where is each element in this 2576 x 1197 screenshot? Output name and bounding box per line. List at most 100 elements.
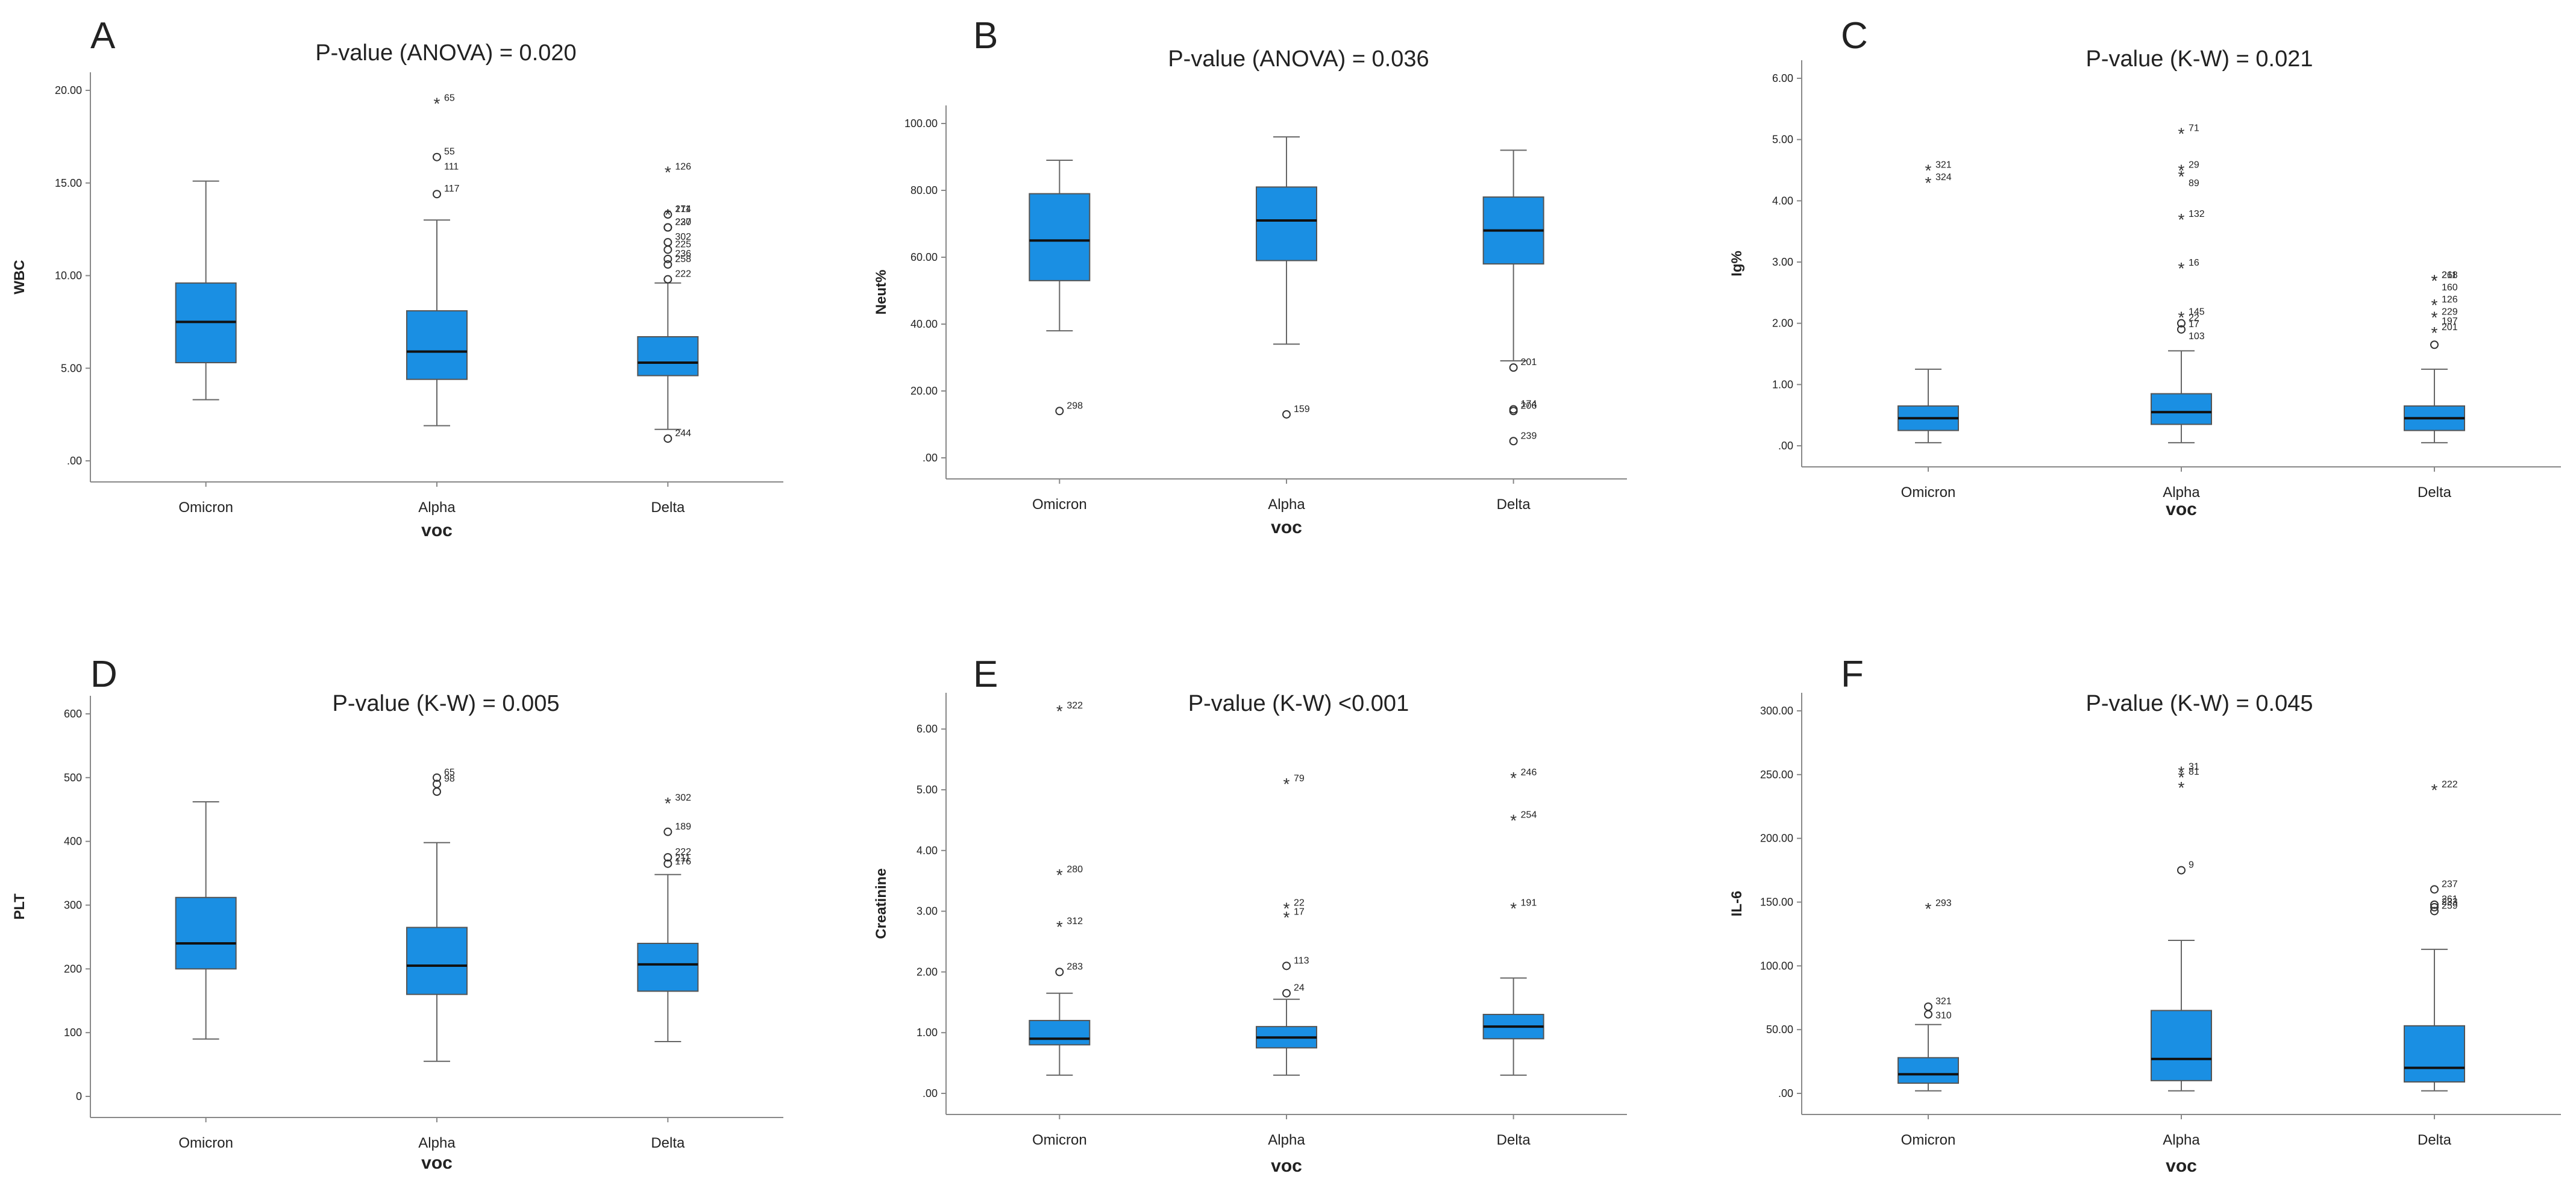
outlier-label: 201	[2442, 322, 2458, 333]
y-tick-label: 6.00	[917, 723, 938, 735]
y-tick-label: 100.00	[904, 117, 938, 130]
outlier-circle	[433, 773, 441, 782]
x-tick-label: Omicron	[1032, 496, 1087, 513]
outlier-star: *	[2178, 125, 2185, 143]
y-tick-label: 6.00	[1772, 72, 1793, 84]
outlier-star: *	[2431, 272, 2438, 290]
outlier-circle	[663, 238, 672, 247]
outlier-label: 132	[2189, 209, 2205, 219]
x-tick-label: Alpha	[2163, 484, 2200, 501]
x-tick-label: Omicron	[1032, 1132, 1087, 1148]
x-axis-label: voc	[421, 1153, 453, 1173]
y-axis-label: Neut%	[873, 270, 889, 315]
outlier-circle	[1509, 437, 1518, 446]
y-tick-label: 200	[64, 963, 82, 975]
x-tick-label: Alpha	[418, 1135, 456, 1151]
outlier-circle	[1055, 967, 1064, 977]
y-tick-label: 250.00	[1760, 769, 1793, 781]
y-tick-label: 1.00	[917, 1027, 938, 1039]
outlier-star: *	[1056, 866, 1063, 884]
outlier-circle	[1282, 989, 1291, 998]
outlier-circle	[1924, 1002, 1932, 1011]
iqr-box	[2151, 393, 2212, 425]
outlier-label: 259	[2442, 901, 2458, 911]
outlier-label: 191	[1521, 898, 1537, 908]
outlier-label: 322	[1067, 701, 1083, 711]
y-tick-label: 300.00	[1760, 705, 1793, 717]
outlier-circle	[663, 210, 672, 219]
chart-title: P-value (K-W) <0.001	[1188, 691, 1409, 716]
outlier-label: 261	[2442, 895, 2458, 905]
outlier-circle	[663, 275, 672, 284]
y-tick-label: 3.00	[1772, 256, 1793, 268]
iqr-box	[406, 310, 468, 380]
box-omicron	[1898, 1024, 1959, 1092]
iqr-box	[2151, 1010, 2212, 1081]
x-axis-label: voc	[1271, 517, 1302, 537]
outlier-circle	[2177, 866, 2186, 875]
outlier-label: 176	[675, 857, 691, 867]
panel-letter: B	[973, 15, 998, 57]
x-tick-label: Delta	[1497, 496, 1531, 513]
y-tick-label: 150.00	[1760, 896, 1793, 908]
y-tick-label: 4.00	[917, 845, 938, 857]
y-tick-label: .00	[1778, 440, 1793, 452]
x-axis-label: voc	[1271, 1156, 1302, 1176]
y-tick-label: 600	[64, 708, 82, 720]
outlier-label: 113	[1294, 955, 1309, 966]
outlier-label: 31	[2189, 762, 2199, 772]
outlier-circle	[663, 254, 672, 263]
y-tick-label: 5.00	[917, 784, 938, 796]
iqr-box	[1898, 1057, 1959, 1084]
box-delta	[2404, 948, 2465, 1092]
outlier-label: 312	[1067, 916, 1083, 927]
y-tick-label: 15.00	[55, 177, 82, 189]
box-omicron	[1029, 992, 1091, 1076]
outlier-star: *	[1056, 702, 1063, 720]
panel-e: E P-value (K-W) <0.001 .00 1.00 2.00 3.00 4.00…	[873, 654, 1627, 1176]
panel-f: F P-value (K-W) = 0.045 .00 50.00 100.00 150.…	[1729, 654, 2561, 1176]
x-tick-label: Alpha	[2163, 1132, 2200, 1148]
outlier-label: 237	[2442, 879, 2458, 889]
y-tick-label: 0	[76, 1090, 82, 1102]
outlier-circle	[433, 152, 441, 161]
y-axis-label: PLT	[11, 893, 28, 920]
outlier-label: 22	[2189, 313, 2199, 323]
outlier-label: 302	[675, 793, 691, 803]
outlier-circle	[1282, 410, 1291, 419]
iqr-box	[1029, 193, 1091, 281]
y-tick-label: 5.00	[1772, 134, 1793, 146]
box-alpha	[406, 842, 468, 1062]
outlier-label: 244	[675, 428, 691, 439]
outlier-circle	[663, 260, 672, 269]
outlier-label: 160	[2442, 283, 2458, 293]
x-axis-label: voc	[2166, 499, 2197, 519]
outlier-label: 197	[2442, 316, 2458, 327]
outlier-circle	[663, 859, 672, 868]
box-alpha	[1256, 998, 1317, 1076]
panel-letter: D	[90, 654, 118, 695]
y-axis-label: Creatinine	[873, 868, 889, 939]
iqr-box	[637, 336, 699, 377]
iqr-box	[1029, 1020, 1091, 1046]
outlier-circle	[2430, 907, 2439, 916]
y-tick-label: 300	[64, 899, 82, 911]
outlier-star: *	[1925, 161, 1932, 180]
outlier-label: 174	[1521, 399, 1537, 410]
outlier-label: 17	[1294, 907, 1305, 917]
outlier-circle	[2177, 319, 2186, 328]
outlier-label: 222	[675, 847, 691, 857]
outlier-star: *	[1283, 899, 1290, 918]
box-alpha	[406, 219, 468, 427]
y-tick-label: 2.00	[917, 966, 938, 978]
outlier-label: 258	[675, 254, 691, 264]
outlier-star: *	[1283, 775, 1290, 793]
y-tick-label: 2.00	[1772, 317, 1793, 330]
y-tick-label: 500	[64, 772, 82, 784]
outlier-star: *	[1925, 173, 1932, 192]
outlier-label: 201	[1521, 357, 1537, 367]
outlier-star: *	[2178, 210, 2185, 229]
outlier-circle	[2430, 885, 2439, 894]
panel-b: B P-value (ANOVA) = 0.036 .00 20.00 40.00 60.…	[873, 15, 1627, 537]
outlier-circle	[663, 434, 672, 443]
